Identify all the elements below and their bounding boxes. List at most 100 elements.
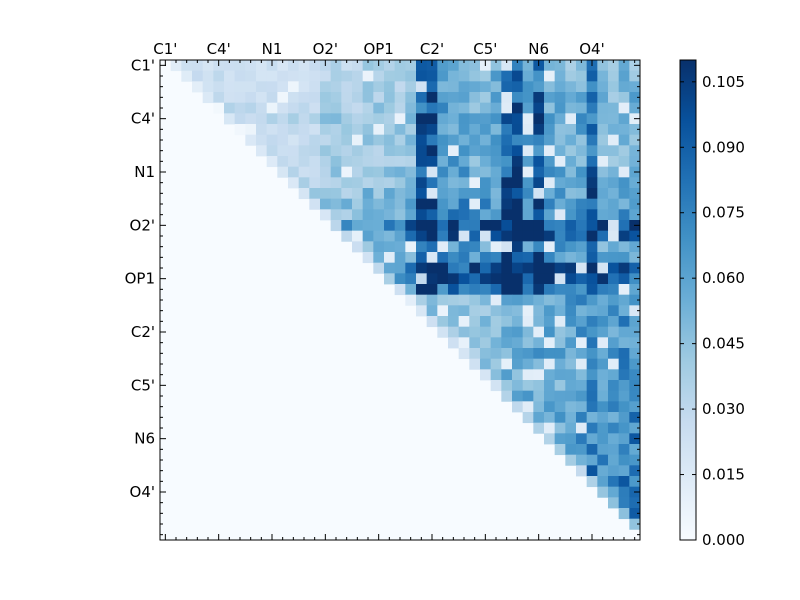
heatmap-cell xyxy=(298,134,310,146)
heatmap-cell xyxy=(576,156,588,168)
heatmap-cell xyxy=(330,209,342,221)
heatmap-cell xyxy=(458,316,470,328)
heatmap-cell xyxy=(362,188,374,200)
heatmap-cell xyxy=(629,305,641,317)
heatmap-cell xyxy=(330,81,342,93)
heatmap-cell xyxy=(512,209,524,221)
heatmap-cell xyxy=(576,198,588,210)
heatmap-cell xyxy=(608,294,620,306)
colorbar-tick-label: 0.045 xyxy=(702,335,745,353)
heatmap-cell xyxy=(405,252,417,264)
heatmap-cell xyxy=(490,209,502,221)
heatmap-cell xyxy=(405,124,417,136)
heatmap-cell xyxy=(490,262,502,274)
heatmap-cell xyxy=(544,92,556,104)
heatmap-cell xyxy=(608,262,620,274)
heatmap-cell xyxy=(522,326,534,338)
heatmap-cell xyxy=(576,337,588,349)
heatmap-cell xyxy=(565,102,577,114)
heatmap-cell xyxy=(480,294,492,306)
heatmap-cell xyxy=(618,305,630,317)
heatmap-cell xyxy=(384,241,396,253)
heatmap-cell xyxy=(362,60,374,72)
heatmap-cell xyxy=(512,60,524,72)
x-tick-label: N6 xyxy=(528,40,549,58)
heatmap-cell xyxy=(458,124,470,136)
heatmap-cell xyxy=(533,422,545,434)
heatmap-cell xyxy=(533,262,545,274)
heatmap-cell xyxy=(352,209,364,221)
heatmap-cell xyxy=(597,380,609,392)
heatmap-cell xyxy=(373,124,385,136)
heatmap-cell xyxy=(544,348,556,360)
heatmap-cell xyxy=(565,230,577,242)
heatmap-cell xyxy=(512,369,524,381)
heatmap-cell xyxy=(522,337,534,349)
heatmap-cell xyxy=(522,380,534,392)
heatmap-cell xyxy=(512,113,524,125)
heatmap-cell xyxy=(362,198,374,210)
colorbar-tick-label: 0.060 xyxy=(702,269,745,287)
heatmap-cell xyxy=(554,241,566,253)
heatmap-cell xyxy=(608,465,620,477)
heatmap-cell xyxy=(320,188,332,200)
heatmap-cell xyxy=(373,209,385,221)
heatmap-cell xyxy=(597,262,609,274)
heatmap-cell xyxy=(448,177,460,189)
heatmap-cell xyxy=(576,454,588,466)
heatmap-cell xyxy=(352,220,364,232)
heatmap-cell xyxy=(490,70,502,82)
heatmap-cell xyxy=(544,380,556,392)
heatmap-cell xyxy=(522,70,534,82)
heatmap-cell xyxy=(618,358,630,370)
heatmap-cell xyxy=(469,337,481,349)
heatmap-cell xyxy=(522,220,534,232)
heatmap-cell xyxy=(522,113,534,125)
heatmap-cell xyxy=(458,230,470,242)
heatmap-cell xyxy=(565,177,577,189)
heatmap-cell xyxy=(544,390,556,402)
heatmap-cell xyxy=(458,102,470,114)
heatmap-cell xyxy=(480,102,492,114)
heatmap-cell xyxy=(277,166,289,178)
heatmap-cell xyxy=(448,284,460,296)
heatmap-cell xyxy=(469,326,481,338)
heatmap-cell xyxy=(458,134,470,146)
heatmap-cell xyxy=(554,113,566,125)
heatmap-cell xyxy=(416,262,428,274)
heatmap-cell xyxy=(565,326,577,338)
heatmap-cell xyxy=(437,209,449,221)
heatmap-cell xyxy=(448,294,460,306)
heatmap-cell xyxy=(608,92,620,104)
heatmap-cell xyxy=(480,220,492,232)
heatmap-cell xyxy=(469,92,481,104)
heatmap-cell xyxy=(330,92,342,104)
heatmap-cell xyxy=(629,401,641,413)
heatmap-cell xyxy=(394,273,406,285)
heatmap-cell xyxy=(501,380,513,392)
heatmap-cell xyxy=(469,294,481,306)
y-tick-label: C2' xyxy=(131,323,155,341)
heatmap-cell xyxy=(512,316,524,328)
heatmap-cell xyxy=(533,113,545,125)
heatmap-cell xyxy=(224,70,236,82)
heatmap-cell xyxy=(618,326,630,338)
heatmap-cell xyxy=(320,145,332,157)
heatmap-cell xyxy=(469,134,481,146)
heatmap-cell xyxy=(352,60,364,72)
heatmap-cell xyxy=(352,145,364,157)
heatmap-cell xyxy=(522,316,534,328)
heatmap-cell xyxy=(501,209,513,221)
heatmap-cell xyxy=(224,60,236,72)
heatmap-cell xyxy=(480,273,492,285)
heatmap-cell xyxy=(554,230,566,242)
heatmap-cell xyxy=(533,134,545,146)
heatmap-cell xyxy=(330,198,342,210)
heatmap-cell xyxy=(522,60,534,72)
heatmap-cell xyxy=(586,145,598,157)
heatmap-cell xyxy=(608,316,620,328)
heatmap-cell xyxy=(512,81,524,93)
heatmap-cell xyxy=(586,70,598,82)
heatmap-cell xyxy=(469,156,481,168)
heatmap-cell xyxy=(426,145,438,157)
